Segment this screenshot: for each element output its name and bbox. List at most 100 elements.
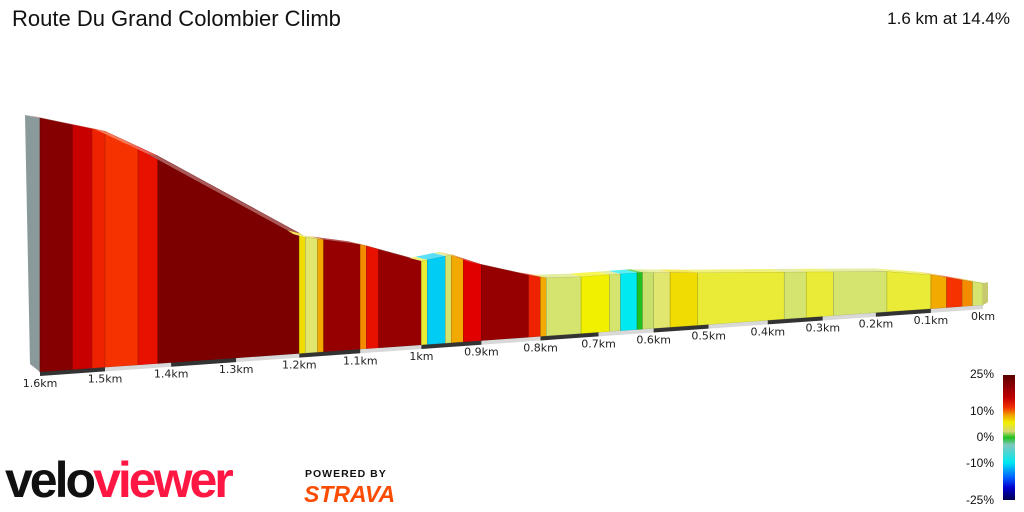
- segment-top-surface: [625, 269, 643, 273]
- x-tick-label: 0.7km: [581, 337, 616, 350]
- axis-distance-band: [360, 344, 422, 354]
- segment-top-surface: [528, 273, 547, 278]
- axis-distance-band: [875, 308, 931, 317]
- segment-top-surface: [348, 241, 367, 246]
- segment-top-surface: [366, 246, 422, 261]
- gradient-segment: [697, 271, 785, 326]
- axis-distance-band: [708, 320, 768, 329]
- segment-top-surface: [451, 255, 482, 265]
- segment-top-surface: [305, 235, 324, 240]
- legend-label: -10%: [965, 456, 994, 470]
- gradient-segment: [421, 259, 428, 346]
- segment-top-surface: [658, 269, 698, 273]
- segment-top-surface: [126, 143, 158, 157]
- gradient-segment: [463, 258, 482, 343]
- gradient-segment: [946, 276, 963, 309]
- segment-top-surface: [354, 242, 379, 250]
- powered-by-label: POWERED BY: [305, 468, 387, 480]
- axis-distance-band: [105, 362, 172, 372]
- axis-distance-band: [822, 312, 876, 321]
- axis-distance-band: [421, 340, 482, 349]
- gradient-segment: [540, 276, 547, 337]
- gradient-segment: [546, 276, 582, 337]
- x-tick-label: 0.4km: [750, 325, 785, 338]
- segment-top-surface: [28, 115, 73, 125]
- segment-top-surface: [597, 270, 621, 275]
- gradient-segment: [39, 117, 73, 373]
- gradient-segment: [833, 271, 888, 317]
- gradient-segment: [886, 271, 932, 313]
- segment-top-surface: [641, 269, 671, 273]
- segment-top-surface: [433, 251, 452, 257]
- x-tick-label: 1.6km: [23, 377, 58, 390]
- axis-distance-band: [653, 324, 709, 333]
- gradient-color-scale: [1003, 375, 1015, 500]
- axis-distance-band: [481, 336, 541, 345]
- profile-end-face: [983, 282, 988, 306]
- gradient-segment: [137, 146, 159, 366]
- gradient-segment: [642, 271, 654, 330]
- strava-logo[interactable]: STRAVA: [304, 481, 396, 507]
- x-tick-label: 0.2km: [859, 318, 894, 331]
- gradient-segment: [360, 243, 367, 350]
- x-tick-label: 1.1km: [343, 354, 378, 367]
- axis-distance-band: [40, 367, 106, 376]
- climb-summary: 1.6 km at 14.4%: [887, 9, 1010, 28]
- segment-top-surface: [311, 236, 361, 245]
- gradient-segment: [366, 245, 379, 350]
- gradient-segment: [972, 281, 984, 307]
- gradient-segment: [427, 255, 446, 345]
- x-tick-label: 0.9km: [464, 346, 499, 359]
- gradient-segment: [669, 272, 698, 328]
- segment-top-surface: [794, 268, 834, 272]
- segment-top-surface: [469, 261, 529, 276]
- veloviewer-logo[interactable]: veloviewer: [5, 452, 234, 508]
- axis-distance-band: [171, 358, 237, 367]
- gradient-segment: [961, 279, 973, 307]
- x-tick-label: 0km: [971, 310, 995, 323]
- gradient-segment: [378, 248, 422, 349]
- gradient-segment: [930, 274, 947, 310]
- segment-top-surface: [293, 234, 318, 239]
- x-tick-label: 1.2km: [282, 359, 317, 372]
- x-tick-label: 0.1km: [914, 314, 949, 327]
- gradient-segment: [620, 272, 638, 332]
- segment-top-surface: [415, 253, 446, 260]
- axis-distance-band: [236, 353, 300, 363]
- gradient-segment: [445, 254, 452, 344]
- gradient-segment: [528, 274, 541, 338]
- segment-top-surface: [960, 278, 983, 284]
- x-tick-label: 1km: [409, 350, 433, 363]
- legend-label: 0%: [976, 430, 994, 444]
- segment-top-surface: [950, 276, 973, 282]
- gradient-segment: [451, 254, 464, 344]
- segment-top-surface: [874, 268, 931, 275]
- x-tick-label: 0.6km: [636, 333, 671, 346]
- page-title: Route Du Grand Colombier Climb: [12, 6, 341, 31]
- x-tick-label: 1.5km: [88, 372, 123, 385]
- gradient-segment: [783, 271, 807, 320]
- gradient-segment: [609, 273, 621, 332]
- segment-top-surface: [534, 273, 582, 278]
- gradient-segment: [317, 238, 324, 353]
- segment-top-surface: [772, 268, 807, 272]
- axis-distance-band: [299, 349, 361, 358]
- axis-distance-band: [540, 332, 599, 341]
- gradient-segment: [323, 239, 361, 353]
- gradient-segment: [104, 130, 139, 368]
- profile-start-face: [25, 115, 40, 372]
- gradient-segment: [157, 155, 300, 364]
- axis-distance-band: [930, 305, 983, 313]
- segment-top-surface: [93, 128, 139, 147]
- segment-top-surface: [608, 269, 638, 274]
- gradient-segment: [305, 236, 318, 354]
- segment-top-surface: [145, 153, 300, 234]
- segment-top-surface: [569, 271, 610, 277]
- axis-distance-band: [767, 316, 823, 325]
- legend-label: -25%: [965, 493, 994, 507]
- legend-label: 25%: [969, 367, 994, 381]
- x-tick-label: 0.3km: [806, 321, 841, 334]
- gradient-segment: [636, 271, 643, 330]
- segment-top-surface: [516, 272, 541, 277]
